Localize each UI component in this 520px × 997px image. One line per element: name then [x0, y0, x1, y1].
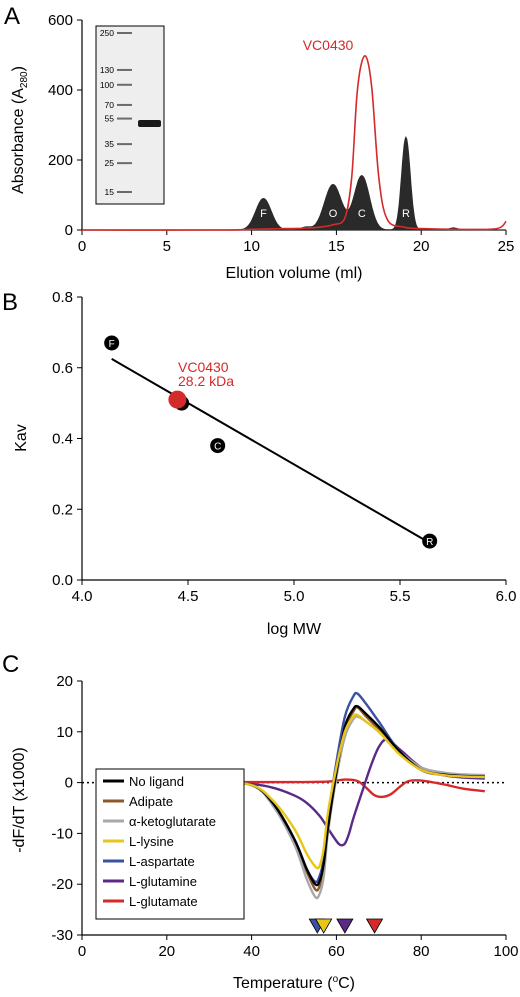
peak-label-c: C: [358, 208, 366, 220]
panel-a-y-tick-label: 200: [48, 152, 73, 169]
panel-b-xlabel: log MW: [267, 621, 322, 638]
panel-c-x-tick-label: 20: [158, 943, 175, 960]
panel-c-x-tick-label: 60: [328, 943, 345, 960]
gel-marker-label: 130: [100, 65, 114, 75]
panel-a-x-tick-label: 15: [328, 238, 345, 255]
vc0430-point: [168, 390, 187, 409]
panel-a-letter: A: [4, 3, 20, 30]
panel-a-y-tick-label: 0: [65, 222, 73, 239]
panel-b-x-tick-label: 5.0: [284, 588, 305, 605]
legend: No ligand Adipate α-ketoglutarate L-lysine L…: [95, 768, 245, 920]
panel-c-x-tick-label: 80: [413, 943, 430, 960]
panel-a-x-tick-label: 20: [413, 238, 430, 255]
legend-label: α-ketoglutarate: [129, 814, 216, 829]
curve-l-lysine: [103, 713, 485, 870]
tm-marker-triangle: [336, 918, 354, 934]
panel-c: C 0 20 40 60 80 100 -30 -20 -10 0 10 20 Temperature…: [2, 651, 519, 992]
panel-b-y-tick-label: 0.0: [52, 572, 73, 589]
panel-b-y-tick-label: 0.8: [52, 289, 73, 306]
gel-marker-label: 15: [105, 187, 115, 197]
gel-marker-label: 100: [100, 80, 114, 90]
panel-a-ylabel: Absorbance (A280): [10, 66, 30, 194]
vc0430-highlight-name: VC0430: [178, 359, 229, 375]
panel-b-plot: 4.0 4.5 5.0 5.5 6.0 0.0 0.2 0.4 0.6 0.8 F C R: [52, 289, 516, 605]
panel-c-letter: C: [2, 651, 19, 678]
panel-a-x-tick-label: 5: [163, 238, 171, 255]
gel-marker-label: 250: [100, 28, 114, 38]
panel-c-ylabel: -dF/dT (x1000): [11, 747, 28, 853]
panel-b-ylabel: Kav: [13, 424, 30, 452]
panel-c-y-tick-label: 0: [65, 775, 73, 792]
panel-a-y-tick-label: 400: [48, 82, 73, 99]
panel-b-x-tick-label: 4.5: [178, 588, 199, 605]
panel-c-y-tick-label: 10: [56, 724, 73, 741]
legend-label: L-glutamine: [129, 874, 197, 889]
peak-label-o: O: [329, 208, 338, 220]
tm-marker-triangle: [314, 918, 333, 934]
vc0430-trace: [81, 55, 507, 231]
panel-c-x-tick-label: 0: [78, 943, 86, 960]
sds-page-gel-inset: 250 130 100 70 55 35 25 15: [95, 25, 165, 205]
panel-b-letter: B: [2, 289, 18, 316]
panel-c-plot: 0 20 40 60 80 100 -30 -20 -10 0 10 20: [51, 673, 518, 960]
panel-b-x-tick-label: 5.5: [390, 588, 411, 605]
panel-a-y-tick-label: 600: [48, 12, 73, 29]
panel-b-y-tick-label: 0.2: [52, 501, 73, 518]
legend-label: No ligand: [129, 774, 184, 789]
panel-c-y-tick-label: -20: [51, 876, 73, 893]
panel-c-xlabel: Temperature (oC): [233, 974, 355, 992]
panel-c-x-tick-label: 100: [493, 943, 518, 960]
panel-a-x-tick-label: 10: [243, 238, 260, 255]
panel-a-x-tick-label: 0: [78, 238, 86, 255]
gel-marker-label: 35: [105, 139, 115, 149]
panel-c-x-tick-label: 40: [243, 943, 260, 960]
tm-marker-triangle: [365, 918, 384, 934]
legend-box: [95, 768, 245, 920]
standard-point-r: [422, 533, 438, 549]
gel-marker-label: 25: [105, 158, 115, 168]
panel-c-y-tick-label: 20: [56, 673, 73, 690]
panel-b-x-tick-label: 6.0: [496, 588, 517, 605]
legend-label: L-glutamate: [129, 894, 198, 909]
standard-point-label: R: [426, 537, 433, 548]
panel-b-y-tick-label: 0.4: [52, 431, 73, 448]
legend-label: L-lysine: [129, 834, 174, 849]
gel-marker-lanes: 250 130 100 70 55 35 25 15: [100, 28, 132, 197]
gel-marker-label: 70: [105, 100, 115, 110]
panel-a-xlabel: Elution volume (ml): [226, 265, 363, 282]
legend-label: L-aspartate: [129, 854, 195, 869]
panel-b: B 4.0 4.5 5.0 5.5 6.0 0.0 0.2 0.4 0.6 0.8 F C R log …: [2, 289, 516, 638]
panel-b-x-tick-label: 4.0: [72, 588, 93, 605]
legend-label: Adipate: [129, 794, 173, 809]
standard-point-f: [104, 335, 120, 351]
curve-l-glutamate: [103, 778, 485, 799]
standard-point-label: C: [214, 442, 221, 453]
gel-sample-band: [138, 120, 161, 127]
panel-c-y-tick-label: -30: [51, 927, 73, 944]
regression-line: [111, 358, 431, 544]
gel-background: [95, 25, 165, 205]
standard-point-label: F: [109, 339, 115, 350]
panel-b-y-tick-label: 0.6: [52, 360, 73, 377]
vc0430-label: VC0430: [303, 37, 354, 53]
panel-c-y-tick-label: -10: [51, 825, 73, 842]
peak-label-r: R: [402, 208, 410, 220]
curve-l-glutamine: [103, 738, 485, 847]
gel-marker-label: 55: [105, 114, 115, 124]
panel-a-x-tick-label: 25: [498, 238, 515, 255]
peak-label-f: F: [260, 208, 267, 220]
standard-point-c: [210, 438, 226, 454]
vc0430-highlight-mw: 28.2 kDa: [178, 373, 234, 389]
